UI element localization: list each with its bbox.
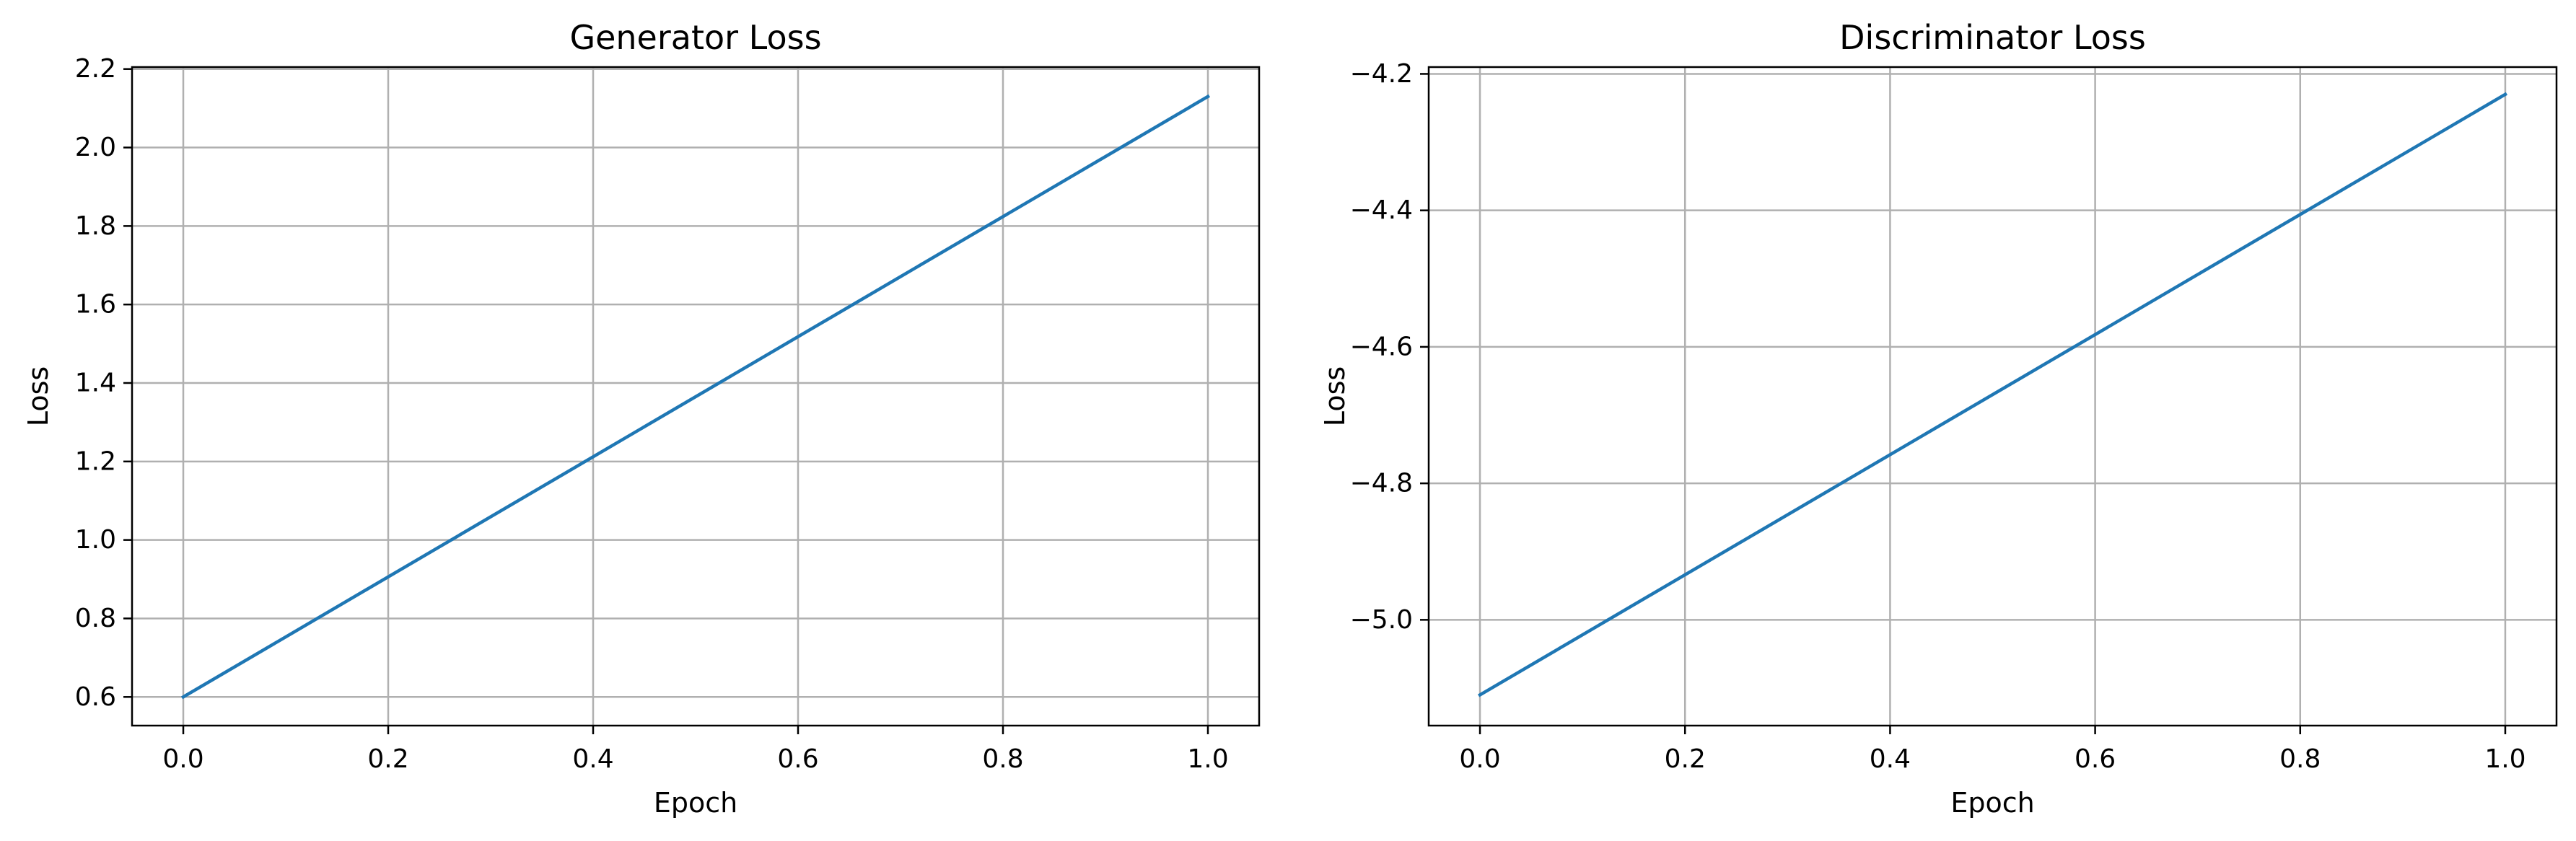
- x-tick-label: 0.4: [572, 744, 613, 774]
- series-lines: [180, 94, 1211, 700]
- x-tick-label: 1.0: [1187, 744, 1228, 774]
- x-tick-label: 0.8: [2279, 744, 2321, 774]
- y-tick-label: 2.0: [75, 133, 116, 162]
- grid-lines: [1429, 67, 2557, 726]
- y-tick-label: 0.8: [75, 604, 116, 633]
- x-tick-label: 0.8: [982, 744, 1023, 774]
- y-tick-label: −5.0: [1350, 605, 1413, 635]
- axis-ticks: 0.0 0.2 0.4 0.6 0.8 1.0 −5.0 −4.8 −4.6 −4.4 −4.2: [1350, 59, 2526, 774]
- x-axis-label: Epoch: [654, 787, 737, 819]
- series-line: [1477, 92, 2508, 697]
- x-tick-label: 0.6: [2075, 744, 2116, 774]
- x-axis-label: Epoch: [1950, 787, 2034, 819]
- chart-title: Generator Loss: [569, 18, 821, 57]
- axis-ticks: 0.0 0.2 0.4 0.6 0.8 1.0 0.6 0.8 1.0 1.2 1.4 1.6 1.8 2…: [75, 54, 1229, 774]
- plot-frame: [131, 66, 1261, 727]
- y-tick-label: 2.2: [75, 54, 116, 84]
- x-tick-label: 1.0: [2484, 744, 2525, 774]
- y-tick-label: 1.4: [75, 369, 116, 398]
- y-axis-label: Loss: [1319, 366, 1351, 426]
- y-tick-label: −4.6: [1350, 332, 1413, 361]
- y-tick-label: −4.4: [1350, 195, 1413, 225]
- y-tick-label: 1.2: [75, 446, 116, 476]
- y-tick-label: −4.8: [1350, 469, 1413, 498]
- series-lines: [1477, 92, 2508, 697]
- x-tick-label: 0.0: [162, 744, 203, 774]
- x-tick-label: 0.0: [1459, 744, 1500, 774]
- series-line: [180, 94, 1211, 700]
- discriminator-loss-panel: Discriminator Loss Epoch Loss 0.0 0.2 0.4 0…: [1319, 18, 2558, 819]
- grid-lines: [132, 67, 1259, 726]
- x-tick-label: 0.4: [1870, 744, 1911, 774]
- generator-loss-panel: Generator Loss Epoch Loss 0.0 0.2 0.4 0.6 0.…: [22, 18, 1261, 819]
- x-tick-label: 0.6: [777, 744, 818, 774]
- x-tick-label: 0.2: [1665, 744, 1706, 774]
- y-tick-label: 1.0: [75, 525, 116, 555]
- y-tick-label: 1.8: [75, 211, 116, 241]
- chart-title: Discriminator Loss: [1839, 18, 2146, 57]
- y-tick-label: −4.2: [1350, 59, 1413, 89]
- x-tick-label: 0.2: [367, 744, 408, 774]
- y-axis-label: Loss: [22, 366, 54, 426]
- y-tick-label: 0.6: [75, 682, 116, 712]
- y-tick-label: 1.6: [75, 290, 116, 320]
- plot-frame: [1427, 66, 2558, 727]
